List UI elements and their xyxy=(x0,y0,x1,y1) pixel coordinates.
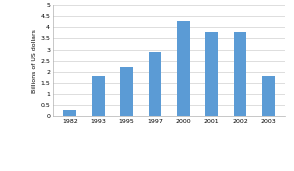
Bar xyxy=(177,21,190,116)
Bar xyxy=(92,76,105,116)
Bar xyxy=(262,76,275,116)
Y-axis label: Billions of US dollars: Billions of US dollars xyxy=(33,29,38,93)
Bar xyxy=(64,110,76,116)
Bar xyxy=(233,32,246,116)
Bar xyxy=(120,67,133,116)
Bar xyxy=(205,32,218,116)
Bar xyxy=(148,52,161,116)
